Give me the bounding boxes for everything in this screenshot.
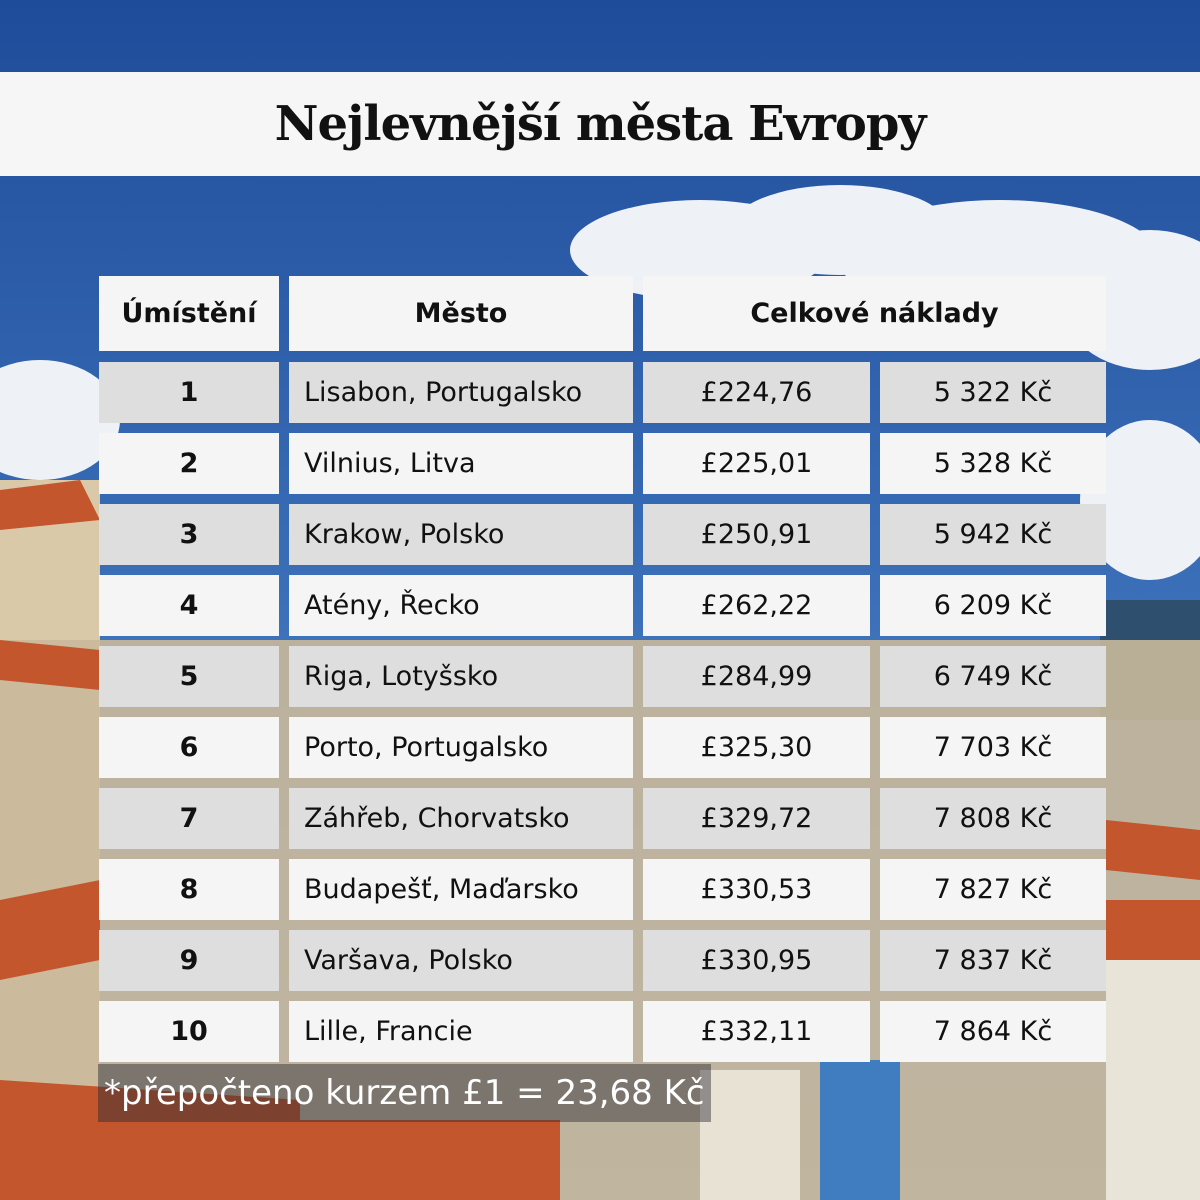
city: Lisabon, Portugalsko: [289, 362, 633, 423]
cost-czk: 5 322 Kč: [880, 362, 1106, 423]
city: Krakow, Polsko: [289, 504, 633, 565]
cost-gbp: £325,30: [643, 717, 870, 778]
rank: 8: [99, 859, 279, 920]
column-header: Celkové náklady: [643, 276, 1106, 351]
cost-gbp: £262,22: [643, 575, 870, 636]
cost-gbp: £330,95: [643, 930, 870, 991]
column-header: Úmístění: [99, 276, 279, 351]
cost-czk: 5 328 Kč: [880, 433, 1106, 494]
rank: 1: [99, 362, 279, 423]
rank: 3: [99, 504, 279, 565]
cost-gbp: £225,01: [643, 433, 870, 494]
city: Atény, Řecko: [289, 575, 633, 636]
cost-gbp: £329,72: [643, 788, 870, 849]
rank: 2: [99, 433, 279, 494]
city: Lille, Francie: [289, 1001, 633, 1062]
cost-gbp: £332,11: [643, 1001, 870, 1062]
cost-czk: 6 749 Kč: [880, 646, 1106, 707]
rank: 10: [99, 1001, 279, 1062]
city: Riga, Lotyšsko: [289, 646, 633, 707]
cost-czk: 7 827 Kč: [880, 859, 1106, 920]
cost-gbp: £224,76: [643, 362, 870, 423]
city: Budapešť, Maďarsko: [289, 859, 633, 920]
city: Varšava, Polsko: [289, 930, 633, 991]
cost-czk: 5 942 Kč: [880, 504, 1106, 565]
cost-czk: 7 837 Kč: [880, 930, 1106, 991]
cost-gbp: £250,91: [643, 504, 870, 565]
cost-czk: 7 864 Kč: [880, 1001, 1106, 1062]
cost-czk: 7 808 Kč: [880, 788, 1106, 849]
cost-gbp: £330,53: [643, 859, 870, 920]
footnote: *přepočteno kurzem £1 = 23,68 Kč: [98, 1064, 711, 1122]
city: Vilnius, Litva: [289, 433, 633, 494]
cost-gbp: £284,99: [643, 646, 870, 707]
title-bar: Nejlevnější města Evropy: [0, 72, 1200, 176]
city: Porto, Portugalsko: [289, 717, 633, 778]
rank: 7: [99, 788, 279, 849]
city: Záhřeb, Chorvatsko: [289, 788, 633, 849]
rank: 5: [99, 646, 279, 707]
cost-czk: 7 703 Kč: [880, 717, 1106, 778]
rank: 6: [99, 717, 279, 778]
column-header: Město: [289, 276, 633, 351]
title: Nejlevnější města Evropy: [274, 96, 927, 152]
rank: 4: [99, 575, 279, 636]
rank: 9: [99, 930, 279, 991]
cost-czk: 6 209 Kč: [880, 575, 1106, 636]
